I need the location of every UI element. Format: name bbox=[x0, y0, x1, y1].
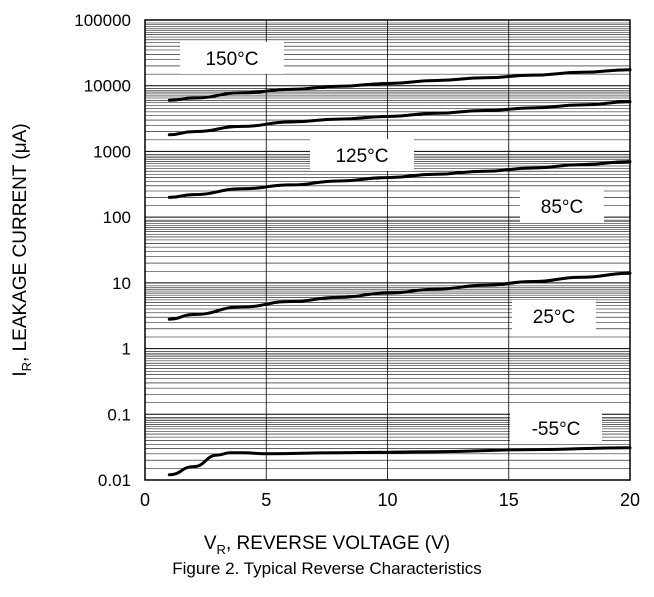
x-tick-label: 0 bbox=[140, 490, 150, 510]
series-line bbox=[167, 271, 632, 321]
series-label-box bbox=[180, 42, 284, 74]
y-axis-text: , LEAKAGE CURRENT (μA) bbox=[10, 123, 31, 362]
grid-layer bbox=[145, 20, 630, 481]
y-axis-subscript: R bbox=[19, 362, 34, 371]
series-label: 125°C bbox=[335, 146, 388, 167]
series-label-layer: 150°C 125°C 85°C 25°C -55°C bbox=[180, 42, 604, 444]
x-axis-text: , REVERSE VOLTAGE (V) bbox=[225, 533, 451, 554]
plot-frame bbox=[144, 19, 631, 481]
y-axis-title: IR, LEAKAGE CURRENT (μA) bbox=[10, 123, 34, 376]
x-tick-label: 20 bbox=[620, 490, 640, 510]
y-tick-label: 0.01 bbox=[98, 471, 131, 490]
series-line bbox=[167, 446, 632, 477]
x-axis-subscript: R bbox=[216, 542, 226, 557]
series-label: -55°C bbox=[532, 419, 581, 440]
y-tick-label: 10 bbox=[112, 274, 131, 293]
figure-caption: Figure 2. Typical Reverse Characteristic… bbox=[172, 559, 482, 578]
series-label-box bbox=[512, 300, 596, 332]
series-label: 25°C bbox=[533, 307, 575, 328]
y-tick-label: 100000 bbox=[74, 11, 131, 30]
y-tick-label: 0.1 bbox=[107, 405, 131, 424]
series-label: 150°C bbox=[205, 49, 258, 70]
series-line bbox=[167, 100, 632, 137]
y-axis-symbol: I bbox=[10, 371, 31, 376]
x-axis-symbol: V bbox=[203, 533, 217, 554]
tick-label-layer: 0 5 10 15 20 0.01 0.1 1 10 100 1000 10000 100000 bbox=[74, 11, 640, 510]
series-label-box bbox=[520, 190, 604, 222]
x-axis-title: VR, REVERSE VOLTAGE (V) bbox=[0, 533, 654, 557]
series-line bbox=[167, 160, 632, 199]
y-tick-label: 1000 bbox=[93, 142, 131, 161]
y-tick-label: 100 bbox=[103, 208, 131, 227]
series-label-box bbox=[510, 412, 602, 444]
series-label-box bbox=[310, 139, 414, 171]
x-tick-label: 10 bbox=[377, 490, 397, 510]
y-tick-label: 10000 bbox=[84, 77, 131, 96]
series-line bbox=[167, 68, 632, 102]
series-label: 85°C bbox=[541, 197, 583, 218]
x-tick-label: 5 bbox=[261, 490, 271, 510]
y-tick-label: 1 bbox=[122, 340, 131, 359]
series-layer bbox=[167, 68, 632, 477]
x-tick-label: 15 bbox=[499, 490, 519, 510]
